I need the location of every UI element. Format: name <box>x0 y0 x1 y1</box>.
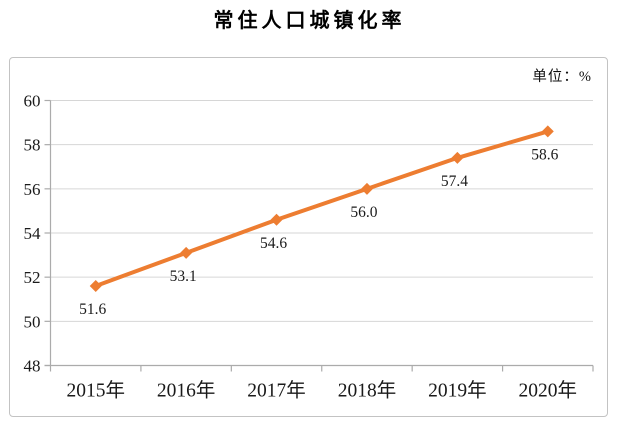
data-series-line <box>93 129 550 288</box>
x-category-label: 2015年 <box>66 380 125 402</box>
data-label: 54.6 <box>260 235 287 252</box>
data-label: 51.6 <box>79 301 106 318</box>
data-point-marker <box>89 280 102 292</box>
y-tick-label: 58 <box>24 136 41 155</box>
x-category-label: 2020年 <box>519 380 578 402</box>
data-point-marker <box>451 151 464 164</box>
data-point-marker <box>360 182 373 195</box>
data-label: 57.4 <box>441 173 468 190</box>
x-category-label: 2019年 <box>428 380 487 402</box>
unit-label: 单位：% <box>532 69 592 85</box>
y-tick-label: 50 <box>24 312 41 331</box>
data-point-marker <box>541 125 554 138</box>
data-point-marker <box>270 213 283 226</box>
data-label: 58.6 <box>531 146 558 163</box>
x-category-label: 2016年 <box>157 380 216 402</box>
y-tick-label: 56 <box>24 180 41 199</box>
data-label: 53.1 <box>170 268 197 285</box>
y-tick-label: 52 <box>24 268 41 287</box>
x-category-label: 2018年 <box>338 380 397 402</box>
data-point-marker <box>180 246 193 259</box>
y-tick-label: 60 <box>24 92 41 111</box>
chart-title: 常住人口城镇化率 <box>213 10 406 32</box>
data-label: 56.0 <box>350 204 377 221</box>
y-tick-label: 48 <box>24 357 41 376</box>
y-tick-label: 54 <box>24 224 42 243</box>
x-category-label: 2017年 <box>247 380 306 402</box>
chart-border <box>9 57 608 417</box>
